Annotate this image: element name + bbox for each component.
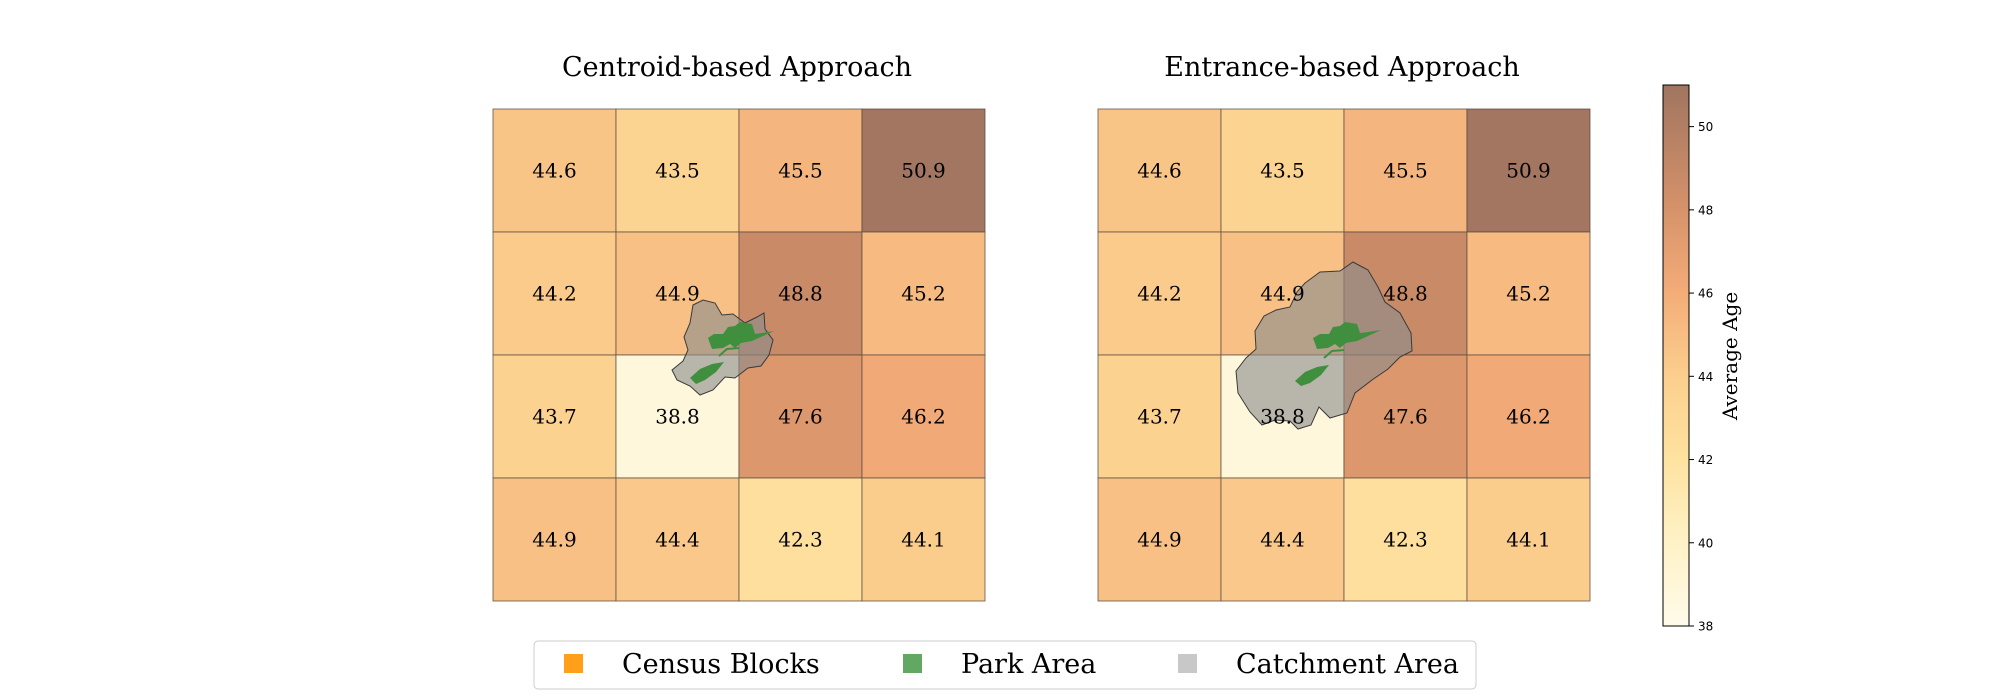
colorbar: 38 40 42 44 46 48 50 Average Age <box>1662 84 1742 634</box>
panel-centroid: Centroid-based Approach 44.6 43.5 45.5 50.9… <box>492 52 986 602</box>
park-path <box>1323 349 1345 359</box>
colorbar-tick-label: 42 <box>1698 453 1713 467</box>
census-block-cell <box>1466 231 1591 356</box>
census-block-cell <box>615 477 740 602</box>
colorbar-tick-label: 40 <box>1698 536 1713 550</box>
colorbar-tick-label: 46 <box>1698 287 1713 301</box>
cell-value-label: 45.2 <box>1506 282 1551 306</box>
legend-swatch <box>564 654 583 673</box>
legend-swatch <box>903 654 922 673</box>
census-block-cell <box>1097 108 1222 233</box>
census-block-cell <box>1343 108 1468 233</box>
park-polygon <box>690 362 724 384</box>
cell-value-label: 38.8 <box>655 405 700 429</box>
census-block-cell <box>492 108 617 233</box>
cell-value-label: 42.3 <box>1383 528 1428 552</box>
census-block-cell <box>1097 354 1222 479</box>
cell-value-label: 50.9 <box>901 159 946 183</box>
legend-label: Park Area <box>961 649 1096 680</box>
cell-value-label: 45.2 <box>901 282 946 306</box>
cell-value-label: 43.7 <box>1137 405 1182 429</box>
cell-value-label: 42.3 <box>778 528 823 552</box>
cell-value-label: 44.9 <box>655 282 700 306</box>
panel-entrance: Entrance-based Approach 44.6 43.5 45.5 50.9… <box>1097 52 1591 602</box>
census-block-cell <box>1466 108 1591 233</box>
cell-value-label: 44.9 <box>532 528 577 552</box>
legend-items: Census Blocks Park Area Catchment Area <box>564 649 1459 680</box>
census-block-cell <box>492 231 617 356</box>
park-polygon <box>708 322 774 349</box>
cell-value-label: 44.2 <box>1137 282 1182 306</box>
cell-value-label: 44.6 <box>532 159 577 183</box>
census-block-cell <box>1466 477 1591 602</box>
colorbar-ticks: 38 40 42 44 46 48 50 <box>1689 120 1713 634</box>
legend-label: Census Blocks <box>622 649 820 680</box>
cell-value-label: 48.8 <box>1383 282 1428 306</box>
census-block-cell <box>615 108 740 233</box>
park-area <box>1295 322 1381 386</box>
colorbar-tick-label: 48 <box>1698 203 1713 217</box>
cell-labels: 44.6 43.5 45.5 50.9 44.2 44.9 48.8 45.2 43.7 38.8… <box>1137 159 1551 552</box>
panel-title: Entrance-based Approach <box>1164 52 1519 83</box>
cell-value-label: 46.2 <box>901 405 946 429</box>
park-path <box>718 347 740 357</box>
cell-labels: 44.6 43.5 45.5 50.9 44.2 44.9 48.8 45.2 43.7 38.8… <box>532 159 946 552</box>
cell-value-label: 43.7 <box>532 405 577 429</box>
colorbar-tick-label: 38 <box>1698 620 1713 634</box>
colorbar-tick-label: 50 <box>1698 120 1713 134</box>
cell-value-label: 43.5 <box>1260 159 1305 183</box>
census-block-cell <box>861 477 986 602</box>
cell-value-label: 44.1 <box>1506 528 1551 552</box>
cell-value-label: 43.5 <box>655 159 700 183</box>
census-block-cell <box>861 354 986 479</box>
cell-value-label: 45.5 <box>1383 159 1428 183</box>
cell-value-label: 44.2 <box>532 282 577 306</box>
cell-value-label: 38.8 <box>1260 405 1305 429</box>
park-polygon <box>1313 322 1381 349</box>
legend-swatch <box>1178 654 1197 673</box>
cell-value-label: 44.6 <box>1137 159 1182 183</box>
cell-value-label: 48.8 <box>778 282 823 306</box>
colorbar-gradient <box>1662 84 1690 627</box>
park-polygon <box>1295 365 1329 386</box>
cell-value-label: 44.4 <box>1260 528 1305 552</box>
cell-value-label: 46.2 <box>1506 405 1551 429</box>
census-block-cell <box>1097 231 1222 356</box>
cell-value-label: 50.9 <box>1506 159 1551 183</box>
census-block-cell <box>861 108 986 233</box>
census-block-cell <box>492 477 617 602</box>
census-block-cell <box>738 477 863 602</box>
cell-value-label: 44.1 <box>901 528 946 552</box>
park-area <box>690 322 774 384</box>
colorbar-label: Average Age <box>1718 292 1742 421</box>
legend-label: Catchment Area <box>1236 649 1459 680</box>
cell-value-label: 47.6 <box>1383 405 1428 429</box>
cell-value-label: 47.6 <box>778 405 823 429</box>
legend: Census Blocks Park Area Catchment Area <box>533 640 1477 690</box>
census-block-cell <box>861 231 986 356</box>
cell-value-label: 44.9 <box>1260 282 1305 306</box>
panel-title: Centroid-based Approach <box>562 52 912 83</box>
cell-value-label: 44.4 <box>655 528 700 552</box>
census-block-cell <box>1220 108 1345 233</box>
colorbar-tick-label: 44 <box>1698 370 1713 384</box>
cell-value-label: 45.5 <box>778 159 823 183</box>
legend-box <box>533 640 1477 690</box>
cell-value-label: 44.9 <box>1137 528 1182 552</box>
census-block-cell <box>738 108 863 233</box>
